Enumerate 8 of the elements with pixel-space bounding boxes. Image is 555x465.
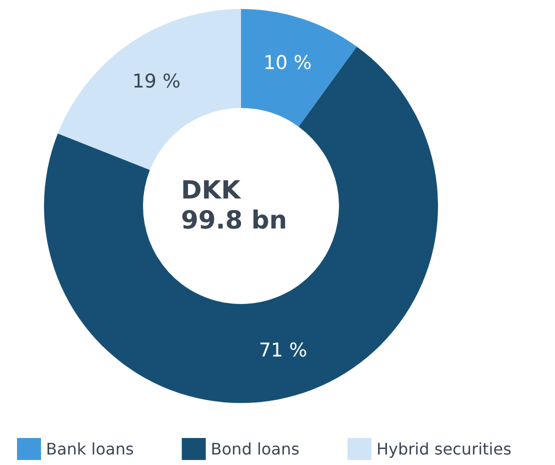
text: 99.8 bn	[181, 206, 288, 234]
data-label: 10 %	[263, 52, 312, 74]
legend-label: Hybrid securities	[376, 440, 512, 458]
text: DKK	[181, 176, 242, 204]
data-label: 71 %	[258, 340, 308, 362]
legend-label: Bank loans	[46, 440, 134, 458]
data-label: 19 %	[132, 70, 181, 93]
legend-label: Bond loans	[210, 440, 300, 458]
